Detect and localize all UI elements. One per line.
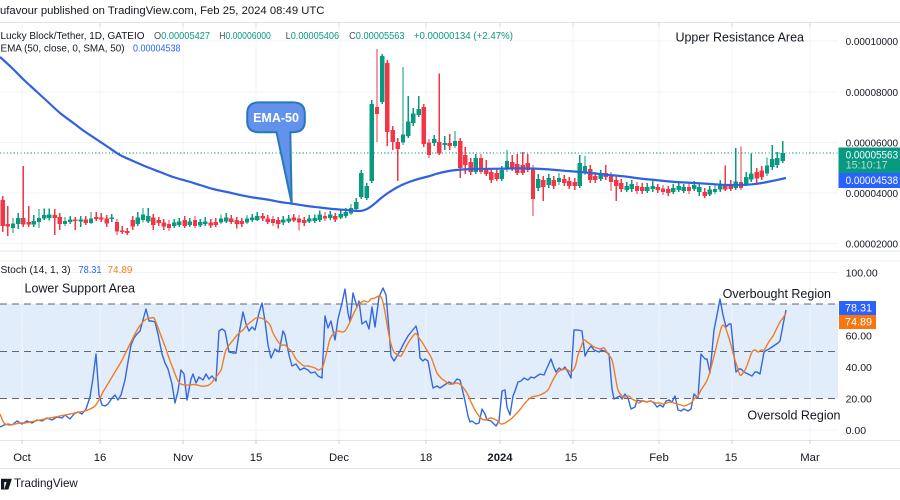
svg-text:Oversold Region: Oversold Region xyxy=(747,409,840,423)
svg-text:Feb: Feb xyxy=(649,452,668,464)
svg-text:15: 15 xyxy=(725,452,738,464)
svg-text:Oct: Oct xyxy=(13,452,31,464)
svg-text:20.00: 20.00 xyxy=(846,393,872,405)
svg-text:0.00: 0.00 xyxy=(846,425,867,437)
svg-text:100.00: 100.00 xyxy=(846,267,878,279)
svg-text:74.89: 74.89 xyxy=(108,265,133,276)
svg-text:0.00005563: 0.00005563 xyxy=(846,149,899,161)
svg-text:0.00002000: 0.00002000 xyxy=(846,238,899,250)
svg-text:0.00004000: 0.00004000 xyxy=(846,188,899,200)
svg-text:EMA (50, close, 0, SMA, 50): EMA (50, close, 0, SMA, 50) xyxy=(1,44,125,55)
svg-text:60.00: 60.00 xyxy=(846,330,872,342)
svg-text:Lucky Block/Tether, 1D, GATEIO: Lucky Block/Tether, 1D, GATEIO xyxy=(1,31,145,42)
svg-text:2024: 2024 xyxy=(487,452,513,464)
svg-text:0.00010000: 0.00010000 xyxy=(846,36,899,48)
svg-text:Lower Support Area: Lower Support Area xyxy=(25,282,136,296)
svg-text:TradingView: TradingView xyxy=(14,477,78,490)
svg-text:EMA-50: EMA-50 xyxy=(253,111,299,125)
svg-text:15: 15 xyxy=(565,452,578,464)
svg-text:+0.00000134 (+2.47%): +0.00000134 (+2.47%) xyxy=(414,31,513,42)
svg-text:0.00008000: 0.00008000 xyxy=(846,87,899,99)
svg-text:16: 16 xyxy=(94,452,107,464)
svg-text:15:10:17: 15:10:17 xyxy=(846,160,888,172)
svg-text:0.00004538: 0.00004538 xyxy=(133,44,181,55)
svg-text:Mar: Mar xyxy=(800,452,820,464)
svg-text:O0.00005427: O0.00005427 xyxy=(154,31,210,42)
svg-text:0.00004538: 0.00004538 xyxy=(846,175,899,187)
svg-text:Nov: Nov xyxy=(173,452,193,464)
svg-text:L0.00005406: L0.00005406 xyxy=(286,31,340,42)
svg-text:18: 18 xyxy=(420,452,433,464)
svg-text:H0.00006000: H0.00006000 xyxy=(219,31,271,42)
svg-text:0.00006000: 0.00006000 xyxy=(846,137,899,149)
svg-text:Stoch (14, 1, 3): Stoch (14, 1, 3) xyxy=(1,265,71,276)
svg-text:78.31: 78.31 xyxy=(79,265,102,276)
svg-text:ufavour published on TradingVi: ufavour published on TradingView.com, Fe… xyxy=(0,5,324,17)
svg-text:15: 15 xyxy=(250,452,263,464)
svg-text:Dec: Dec xyxy=(329,452,349,464)
svg-text:C0.00005563: C0.00005563 xyxy=(349,31,405,42)
svg-text:40.00: 40.00 xyxy=(846,362,872,374)
svg-text:74.89: 74.89 xyxy=(845,317,872,329)
svg-text:Upper Resistance Area: Upper Resistance Area xyxy=(675,31,804,45)
svg-text:78.31: 78.31 xyxy=(845,303,872,315)
svg-text:Overbought Region: Overbought Region xyxy=(723,287,831,301)
